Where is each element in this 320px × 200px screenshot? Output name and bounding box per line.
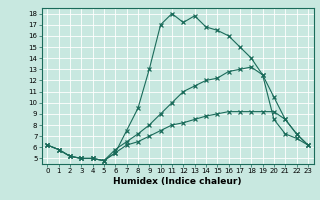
X-axis label: Humidex (Indice chaleur): Humidex (Indice chaleur) bbox=[113, 177, 242, 186]
